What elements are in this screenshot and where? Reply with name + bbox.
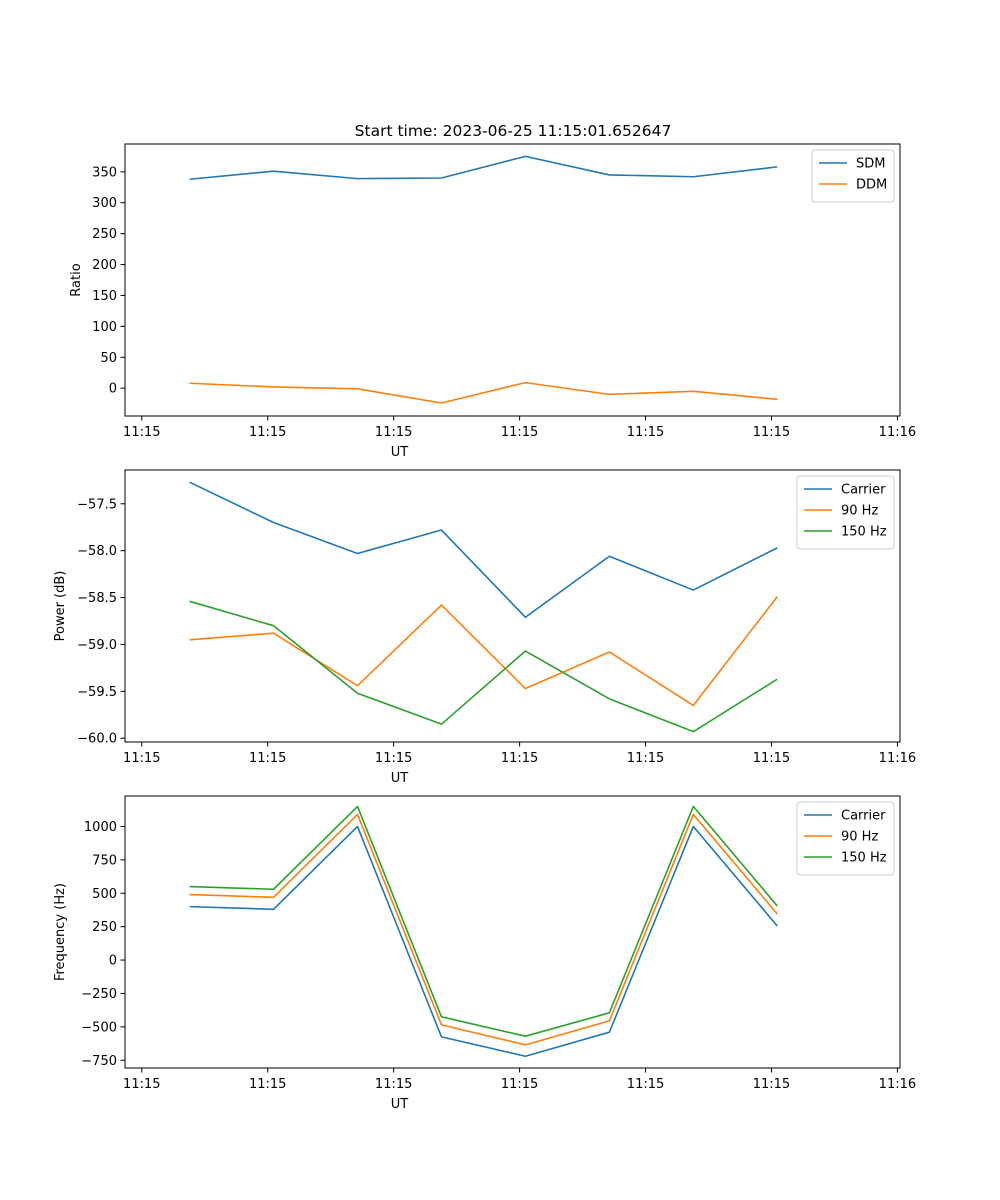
legend-entry: 150 Hz	[841, 525, 887, 540]
chart-title: Start time: 2023-06-25 11:15:01.652647	[355, 122, 672, 140]
series-line-90-hz	[189, 596, 778, 707]
x-tick-label: 11:15	[375, 1077, 412, 1092]
x-tick-label: 11:16	[879, 1077, 916, 1092]
x-tick-label: 11:15	[627, 425, 664, 440]
legend-entry: 90 Hz	[841, 504, 878, 519]
y-axis-label: Power (dB)	[53, 571, 68, 642]
y-tick-label: −750	[81, 1054, 117, 1069]
y-tick-label: 300	[92, 196, 117, 211]
y-tick-label: −60.0	[77, 732, 117, 747]
y-tick-label: 50	[100, 351, 117, 366]
x-tick-label: 11:15	[753, 425, 790, 440]
x-tick-label: 11:15	[375, 425, 412, 440]
x-tick-label: 11:15	[249, 425, 286, 440]
legend: SDM DDM	[811, 149, 895, 203]
y-tick-label: 750	[92, 853, 117, 868]
y-tick-label: 0	[109, 382, 117, 397]
y-tick-label: 250	[92, 227, 117, 242]
legend: Carrier 90 Hz 150 Hz	[796, 801, 895, 876]
y-tick-label: −59.0	[77, 638, 117, 653]
x-tick-label: 11:15	[123, 425, 160, 440]
y-tick-label: 350	[92, 165, 117, 180]
series-line-90-hz	[189, 813, 778, 1046]
y-tick-label: 250	[92, 920, 117, 935]
x-tick-label: 11:15	[501, 751, 538, 766]
x-tick-label: 11:15	[753, 751, 790, 766]
chart-panel-2: 11:15 11:15 11:15 11:15 11:15 11:15 11:16 −60.0…	[53, 469, 916, 786]
y-tick-label: 0	[109, 954, 117, 969]
y-tick-label: 200	[92, 258, 117, 273]
y-tick-label: −250	[81, 987, 117, 1002]
legend-entry: Carrier	[841, 809, 886, 824]
x-tick-label: 11:15	[123, 1077, 160, 1092]
series-line-150-hz	[189, 805, 778, 1037]
legend-entry: Carrier	[841, 483, 886, 498]
x-tick-label: 11:15	[501, 1077, 538, 1092]
chart-panel-3: 11:15 11:15 11:15 11:15 11:15 11:15 11:16 −750 −…	[53, 795, 916, 1112]
y-tick-label: 1000	[84, 820, 117, 835]
legend-entry: 150 Hz	[841, 851, 887, 866]
x-axis-label: UT	[391, 445, 409, 460]
series-line-sdm	[189, 155, 778, 181]
x-axis-label: UT	[391, 1097, 409, 1112]
x-tick-label: 11:15	[249, 1077, 286, 1092]
plot-area-frame	[124, 143, 901, 417]
x-axis-label: UT	[391, 771, 409, 786]
series-line-150-hz	[189, 600, 778, 733]
legend-entry: SDM	[856, 157, 885, 172]
legend: Carrier 90 Hz 150 Hz	[796, 475, 895, 550]
y-tick-label: −58.5	[77, 591, 117, 606]
x-tick-label: 11:15	[627, 1077, 664, 1092]
y-tick-label: −500	[81, 1020, 117, 1035]
plot-area-frame	[124, 795, 901, 1069]
x-tick-label: 11:15	[249, 751, 286, 766]
y-tick-label: −59.5	[77, 685, 117, 700]
plot-area-frame	[124, 469, 901, 743]
x-tick-label: 11:15	[753, 1077, 790, 1092]
legend-entry: DDM	[856, 178, 887, 193]
x-tick-label: 11:15	[627, 751, 664, 766]
x-tick-label: 11:15	[375, 751, 412, 766]
y-tick-label: 150	[92, 289, 117, 304]
series-line-ddm	[189, 381, 778, 404]
x-tick-label: 11:16	[879, 751, 916, 766]
y-axis-label: Frequency (Hz)	[53, 883, 68, 981]
y-tick-label: 100	[92, 320, 117, 335]
y-tick-label: 500	[92, 887, 117, 902]
y-axis-label: Ratio	[69, 263, 84, 296]
x-tick-label: 11:15	[501, 425, 538, 440]
x-tick-label: 11:15	[123, 751, 160, 766]
legend-entry: 90 Hz	[841, 830, 878, 845]
y-tick-label: −57.5	[77, 497, 117, 512]
series-line-carrier	[189, 825, 778, 1058]
x-tick-label: 11:16	[879, 425, 916, 440]
chart-panel-1: 11:15 11:15 11:15 11:15 11:15 11:15 11:16 0 50 10…	[69, 143, 916, 460]
y-tick-label: −58.0	[77, 544, 117, 559]
series-line-carrier	[189, 481, 778, 619]
